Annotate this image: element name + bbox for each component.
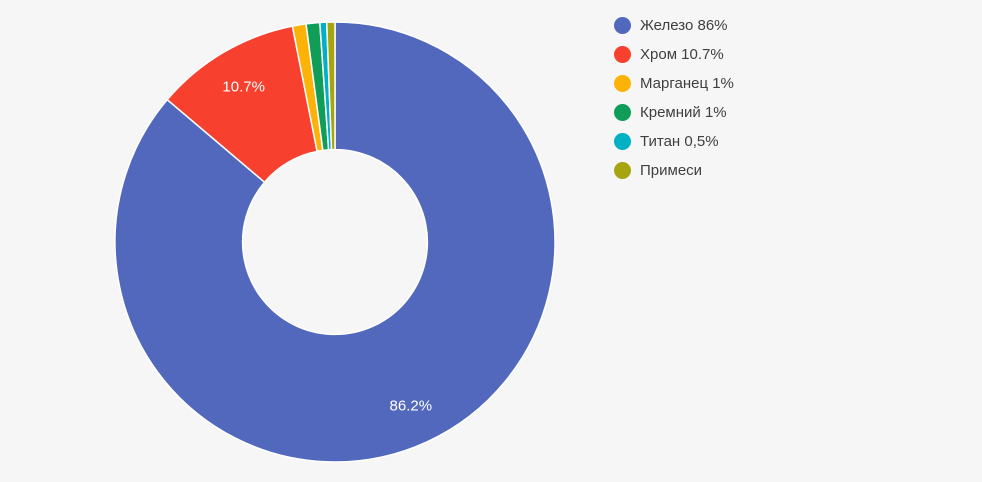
legend-item[interactable]: Марганец 1% xyxy=(614,69,734,98)
legend-color-dot xyxy=(614,75,631,92)
legend-color-dot xyxy=(614,17,631,34)
legend-item[interactable]: Кремний 1% xyxy=(614,98,734,127)
legend-item-label: Марганец 1% xyxy=(640,75,734,92)
legend-color-dot xyxy=(614,46,631,63)
pie-slice-1[interactable] xyxy=(114,21,556,463)
legend-color-dot xyxy=(614,104,631,121)
legend-item-label: Титан 0,5% xyxy=(640,133,719,150)
legend-color-dot xyxy=(614,133,631,150)
pie-slice-6[interactable] xyxy=(325,21,336,151)
legend-item-label: Железо 86% xyxy=(640,17,728,34)
slice-percent-label: 86.2% xyxy=(390,398,433,415)
chart-legend: Железо 86% Хром 10.7% Марганец 1% Кремни… xyxy=(614,11,734,185)
legend-item[interactable]: Железо 86% xyxy=(614,11,734,40)
slice-percent-label: 10.7% xyxy=(222,78,265,95)
legend-item-label: Хром 10.7% xyxy=(640,46,724,63)
legend-item[interactable]: Хром 10.7% xyxy=(614,40,734,69)
legend-item-label: Примеси xyxy=(640,162,703,179)
legend-color-dot xyxy=(614,162,631,179)
legend-item[interactable]: Примеси xyxy=(614,156,734,185)
legend-item[interactable]: Титан 0,5% xyxy=(614,127,734,156)
legend-item-label: Кремний 1% xyxy=(640,104,727,121)
